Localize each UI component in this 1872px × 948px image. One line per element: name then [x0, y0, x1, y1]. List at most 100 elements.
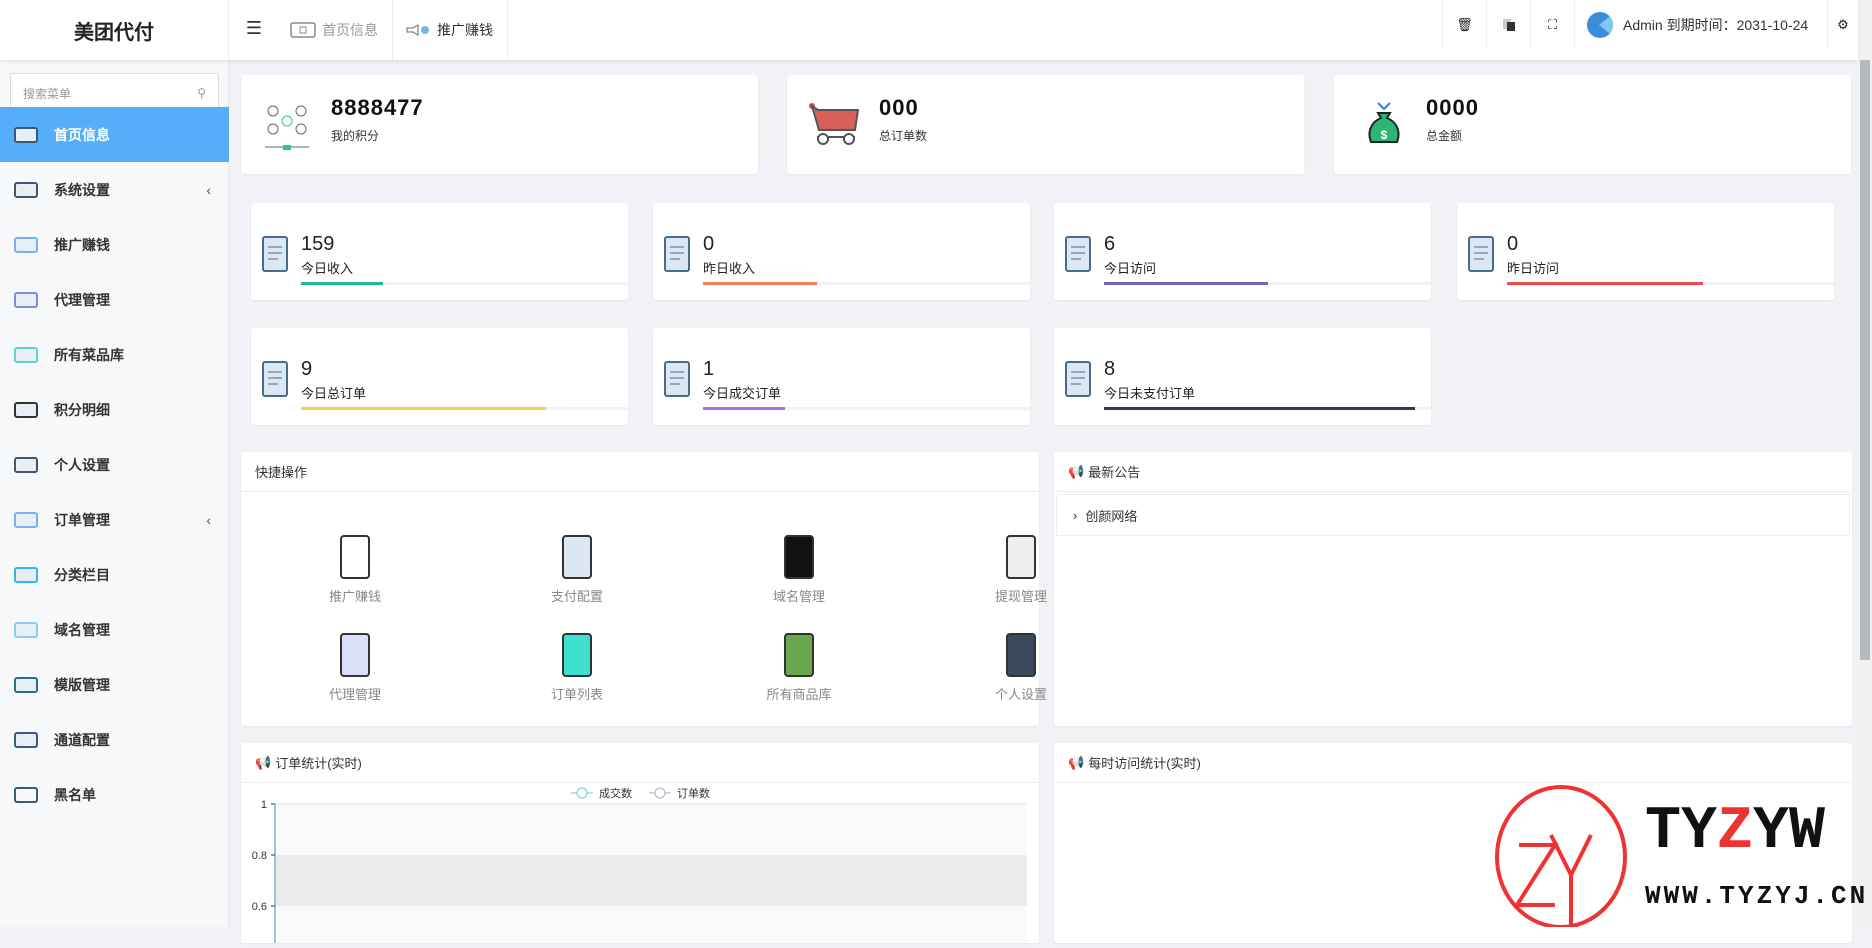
- megaphone-icon: 📢: [1068, 463, 1085, 479]
- stat-label: 昨日收入: [703, 261, 756, 276]
- expiry-date: 2031-10-24: [1736, 17, 1809, 33]
- sidebar-item-label: 黑名单: [54, 786, 96, 803]
- stat-icon: [664, 361, 690, 397]
- tab-home[interactable]: 首页信息: [276, 0, 393, 60]
- quick-action-label: 域名管理: [772, 589, 825, 604]
- quick-action[interactable]: 支付配置: [517, 534, 637, 605]
- quick-action[interactable]: 代理管理: [295, 632, 415, 703]
- agent-icon: [14, 291, 38, 309]
- payment-config-icon: [562, 535, 592, 579]
- notice-item-title: 创颜网络: [1085, 508, 1138, 524]
- sidebar-item[interactable]: 模版管理: [0, 657, 229, 712]
- promo-icon: [406, 24, 429, 36]
- globe-gear-icon: [784, 633, 814, 677]
- sidebar-item[interactable]: 推广赚钱: [0, 217, 229, 272]
- sidebar-item[interactable]: 首页信息: [0, 107, 229, 162]
- svg-text:WWW.TYZYJ.CN: WWW.TYZYJ.CN: [1645, 881, 1868, 911]
- sidebar-item[interactable]: 分类栏目: [0, 547, 229, 602]
- sidebar-item-label: 域名管理: [54, 621, 110, 638]
- top-header: 美团代付 ☰ 首页信息 推广赚钱 🗑 ⛶ Admin 到期时间：2031-10-…: [0, 0, 1858, 60]
- sidebar-item[interactable]: 系统设置 ‹: [0, 162, 229, 217]
- sidebar: 搜索菜单 ⚲ 首页信息 系统设置 ‹ 推广赚钱 代理管理所有菜品库积分明细个人设置 订单管…: [0, 60, 229, 927]
- stat-progress-fill: [1104, 282, 1268, 285]
- sidebar-item[interactable]: 域名管理: [0, 602, 229, 657]
- sidebar-item[interactable]: 黑名单: [0, 767, 229, 822]
- stat-label: 今日访问: [1104, 261, 1157, 276]
- quick-action[interactable]: 提现管理: [961, 534, 1081, 605]
- stat-card: 8 今日未支付订单: [1054, 328, 1431, 425]
- user-menu[interactable]: Admin 到期时间：2031-10-24: [1574, 0, 1828, 50]
- megaphone-icon: 📢: [1068, 754, 1085, 770]
- translate-icon[interactable]: [1486, 0, 1530, 50]
- stat-value: 0: [703, 233, 715, 255]
- gears-icon[interactable]: ⚙: [1837, 17, 1849, 32]
- points-value: 8888477: [331, 95, 424, 120]
- sidebar-item[interactable]: 个人设置: [0, 437, 229, 492]
- tools-window-icon: [1006, 633, 1036, 677]
- food-library-icon: [14, 346, 38, 364]
- stat-progress: [301, 407, 628, 410]
- tab-label: 推广赚钱: [437, 22, 493, 38]
- quick-action[interactable]: 订单列表: [517, 632, 637, 703]
- sidebar-item[interactable]: 积分明细: [0, 382, 229, 437]
- sidebar-item-label: 模版管理: [54, 676, 110, 693]
- stat-progress-fill: [1104, 407, 1415, 410]
- template-icon: [14, 676, 38, 694]
- stat-progress-fill: [1507, 282, 1704, 285]
- orders-value: 000: [879, 95, 919, 120]
- stat-progress: [703, 282, 1030, 285]
- stat-card: 159 今日收入: [251, 203, 628, 300]
- cart-icon: [809, 103, 860, 145]
- quick-action[interactable]: 域名管理: [739, 534, 859, 605]
- sidebar-item-label: 分类栏目: [54, 566, 110, 583]
- stat-value: 0: [1507, 233, 1519, 255]
- cart-download-icon: [562, 633, 592, 677]
- tab-promo[interactable]: 推广赚钱: [391, 0, 508, 60]
- chart-band: [275, 906, 1027, 948]
- notice-item[interactable]: › 创颜网络: [1056, 494, 1850, 536]
- sidebar-item[interactable]: 代理管理: [0, 272, 229, 327]
- summary-card-points: 8888477 我的积分: [241, 75, 758, 174]
- quick-action-label: 个人设置: [994, 687, 1047, 702]
- quick-action[interactable]: 推广赚钱: [295, 534, 415, 605]
- chart-band: [275, 855, 1027, 906]
- stat-icon: [1065, 361, 1091, 397]
- sidebar-item-label: 所有菜品库: [54, 346, 124, 363]
- money-hand-icon: [340, 535, 370, 579]
- sidebar-item-label: 积分明细: [54, 401, 110, 418]
- stat-value: 8: [1104, 358, 1116, 380]
- watermark-logo: TYZYW WWW.TYZYJ.CN: [1495, 785, 1868, 927]
- sidebar-item-label: 通道配置: [54, 731, 110, 748]
- visit-chart-panel: 📢 每时访问统计(实时): [1054, 743, 1852, 943]
- home-icon: [290, 22, 316, 38]
- quick-actions-title: 快捷操作: [241, 452, 1039, 492]
- stat-value: 159: [301, 233, 335, 255]
- tab-label: 首页信息: [322, 22, 378, 38]
- stat-progress-fill: [703, 407, 785, 410]
- stat-label: 今日未支付订单: [1104, 386, 1196, 401]
- stat-progress-fill: [301, 407, 547, 410]
- stat-value: 9: [301, 358, 313, 380]
- quick-action[interactable]: 所有商品库: [739, 632, 859, 703]
- order-chart-panel: 📢 订单统计(实时) 1 0.8 0.6 成交数 订单数: [241, 743, 1039, 948]
- stat-card: 6 今日访问: [1054, 203, 1431, 300]
- money-bag-icon: $: [1368, 102, 1400, 143]
- stat-card: 1 今日成交订单: [653, 328, 1030, 425]
- stat-value: 1: [703, 358, 715, 380]
- trash-icon[interactable]: 🗑: [1442, 0, 1486, 50]
- fullscreen-icon[interactable]: ⛶: [1530, 0, 1574, 50]
- points-icon: [14, 401, 38, 419]
- stat-icon: [262, 236, 288, 272]
- scrollbar-thumb[interactable]: [1860, 60, 1870, 660]
- sidebar-item[interactable]: 订单管理 ‹: [0, 492, 229, 547]
- menu-search-input[interactable]: 搜索菜单 ⚲: [10, 73, 219, 113]
- sidebar-item[interactable]: 通道配置: [0, 712, 229, 767]
- menu-toggle-icon[interactable]: ☰: [245, 18, 263, 38]
- quick-action[interactable]: 个人设置: [961, 632, 1081, 703]
- stat-label: 今日收入: [301, 261, 354, 276]
- home-icon: [14, 126, 38, 144]
- sidebar-item[interactable]: 所有菜品库: [0, 327, 229, 382]
- agent-server-icon: [340, 633, 370, 677]
- svg-text:TYZYW: TYZYW: [1645, 798, 1825, 866]
- stat-card: 9 今日总订单: [251, 328, 628, 425]
